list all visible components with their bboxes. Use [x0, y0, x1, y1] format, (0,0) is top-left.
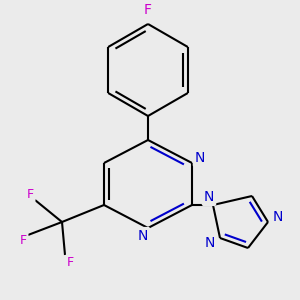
Text: F: F: [144, 3, 152, 17]
Text: N: N: [138, 229, 148, 243]
Text: F: F: [26, 188, 34, 202]
Text: N: N: [273, 210, 283, 224]
Text: N: N: [195, 151, 205, 165]
Text: N: N: [205, 236, 215, 250]
Text: N: N: [204, 190, 214, 204]
Text: F: F: [66, 256, 74, 269]
Text: F: F: [20, 233, 27, 247]
